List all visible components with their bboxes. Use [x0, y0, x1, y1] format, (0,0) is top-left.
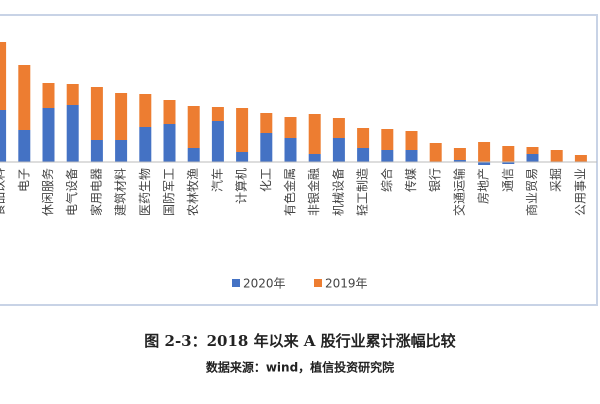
bar [405, 150, 418, 162]
legend-label: 2019年 [325, 277, 368, 291]
x-tick-label: 食品饮料 [0, 168, 7, 216]
x-tick-label: 化工 [259, 168, 273, 192]
source: 数据来源：wind，植信投资研究院 [206, 360, 394, 375]
bar [478, 142, 491, 162]
bar [308, 114, 321, 154]
x-tick-label: 汽车 [209, 168, 224, 192]
x-tick-label: 医药生物 [138, 168, 152, 216]
bar [42, 83, 55, 108]
bar [526, 147, 539, 154]
bar [502, 146, 515, 162]
bar [453, 148, 466, 160]
legend-label: 2020年 [243, 277, 286, 291]
x-tick-label: 银行 [428, 168, 442, 192]
bar [66, 84, 79, 105]
bar [284, 117, 297, 138]
bar [574, 155, 587, 162]
x-tick-label: 非银金融 [306, 168, 321, 216]
bar [163, 100, 176, 124]
bar [90, 87, 103, 140]
bar [211, 107, 224, 121]
bar [115, 140, 128, 162]
bar [502, 162, 515, 164]
x-tick-label: 计算机 [234, 168, 249, 204]
bar [236, 108, 249, 152]
bar [42, 108, 55, 162]
bar [478, 162, 491, 165]
x-tick-label: 有色金属 [282, 168, 297, 216]
x-tick-label: 休闲服务 [40, 168, 55, 216]
bar [187, 148, 200, 162]
legend-swatch [314, 279, 322, 287]
bar [0, 110, 7, 162]
x-tick-label: 房地产 [476, 168, 491, 204]
x-tick-label: 机械设备 [330, 168, 345, 216]
x-tick-label: 公用事业 [573, 168, 587, 216]
bar [308, 154, 321, 162]
bar [550, 150, 563, 162]
chart-frame [0, 14, 598, 306]
bar [284, 138, 297, 162]
bar [18, 130, 31, 162]
x-tick-label: 建筑材料 [113, 168, 128, 216]
bar [332, 118, 345, 138]
bar [187, 106, 200, 148]
bar [381, 150, 394, 162]
bar [381, 129, 394, 150]
bar [453, 160, 466, 162]
bar [332, 138, 345, 162]
x-tick-label: 轻工制造 [356, 168, 370, 216]
x-tick-label: 农林牧渔 [186, 168, 200, 216]
x-tick-label: 采掘 [548, 168, 563, 192]
caption: 图 2-3：2018 年以来 A 股行业累计涨幅比较 [144, 332, 455, 350]
bar [0, 42, 7, 110]
x-tick-label: 国防军工 [161, 168, 176, 216]
x-tick-label: 传媒 [403, 168, 418, 192]
x-tick-label: 商业贸易 [524, 168, 539, 216]
bar [405, 131, 418, 150]
bar [236, 152, 249, 162]
x-tick-label: 电子 [17, 168, 31, 192]
bar [357, 128, 370, 148]
x-tick-label: 电气设备 [64, 168, 79, 216]
bar [139, 127, 152, 162]
bar [260, 133, 273, 162]
bar [526, 154, 539, 162]
x-tick-label: 通信 [501, 168, 515, 192]
bar [66, 105, 79, 162]
x-tick-label: 交通运输 [451, 168, 466, 216]
bar [163, 124, 176, 162]
bar [429, 143, 442, 162]
bar [260, 113, 273, 133]
bar [139, 94, 152, 127]
bar [115, 93, 128, 140]
bar [357, 148, 370, 162]
bar [90, 140, 103, 162]
x-tick-label: 家用电器 [88, 168, 103, 216]
x-tick-label: 综合 [379, 168, 394, 192]
bar [211, 121, 224, 162]
bar [18, 65, 31, 130]
legend-swatch [232, 279, 240, 287]
